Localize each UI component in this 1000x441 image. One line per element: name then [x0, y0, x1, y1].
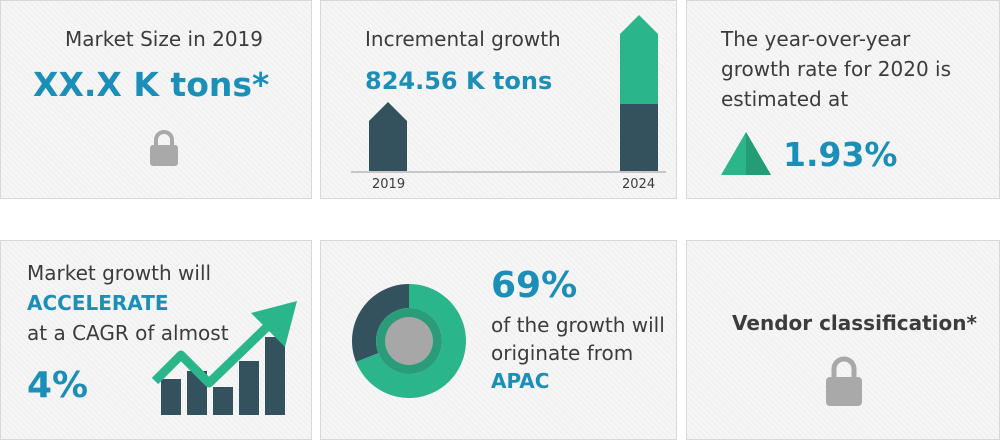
year-end-label: 2024 — [622, 177, 656, 192]
incremental-growth-value: 824.56 K tons — [365, 67, 553, 95]
region-line-1: of the growth will — [491, 313, 665, 337]
cagr-accelerate: ACCELERATE — [27, 291, 169, 315]
market-size-card: Market Size in 2019 XX.X K tons* — [0, 0, 312, 199]
bar-2024-base — [620, 104, 658, 171]
bar-2019 — [369, 102, 407, 171]
yoy-value: 1.93% — [783, 135, 898, 174]
vendor-card: Vendor classification* — [686, 240, 1000, 440]
donut-chart-icon — [352, 284, 466, 398]
year-start-label: 2019 — [372, 177, 406, 192]
lock-icon — [826, 356, 862, 406]
market-size-label: Market Size in 2019 — [65, 27, 264, 51]
yoy-line-1: The year-over-year — [721, 27, 911, 51]
region-card: 69% of the growth will originate from AP… — [320, 240, 677, 440]
cagr-line-3: at a CAGR of almost — [27, 321, 229, 345]
up-triangle-icon — [721, 132, 771, 175]
yoy-line-3: estimated at — [721, 87, 849, 111]
region-line-2: originate from — [491, 341, 634, 365]
vendor-label: Vendor classification* — [732, 311, 977, 335]
cagr-card: Market growth will ACCELERATE at a CAGR … — [0, 240, 312, 440]
yoy-line-2: growth rate for 2020 is — [721, 57, 952, 81]
lock-icon — [150, 130, 178, 166]
cagr-line-1: Market growth will — [27, 261, 212, 285]
yoy-growth-card: The year-over-year growth rate for 2020 … — [686, 0, 1000, 199]
incremental-growth-card: Incremental growth 824.56 K tons 2019 20… — [320, 0, 677, 199]
growth-arrow-icon — [151, 301, 297, 415]
incremental-bars — [351, 15, 666, 173]
market-size-value: XX.X K tons* — [33, 65, 270, 104]
incremental-growth-label: Incremental growth — [365, 27, 561, 51]
region-share-value: 69% — [491, 265, 578, 306]
cagr-value: 4% — [27, 365, 89, 406]
bar-2024-increment — [620, 15, 658, 104]
region-name: APAC — [491, 369, 550, 393]
